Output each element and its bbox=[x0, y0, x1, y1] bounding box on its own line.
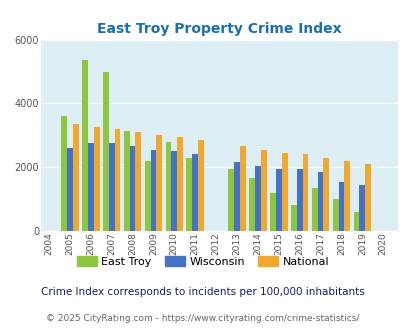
Bar bbox=[72, 124, 79, 231]
Bar bbox=[114, 129, 120, 231]
Bar bbox=[102, 72, 109, 231]
Bar bbox=[109, 143, 114, 231]
Bar bbox=[260, 150, 266, 231]
Bar bbox=[302, 154, 308, 231]
Title: East Troy Property Crime Index: East Troy Property Crime Index bbox=[97, 22, 341, 36]
Text: Crime Index corresponds to incidents per 100,000 inhabitants: Crime Index corresponds to incidents per… bbox=[41, 287, 364, 297]
Legend: East Troy, Wisconsin, National: East Troy, Wisconsin, National bbox=[72, 251, 333, 271]
Bar bbox=[192, 154, 198, 231]
Bar bbox=[177, 137, 183, 231]
Bar bbox=[332, 199, 338, 231]
Bar bbox=[353, 212, 358, 231]
Bar bbox=[281, 153, 287, 231]
Bar bbox=[150, 150, 156, 231]
Bar bbox=[87, 143, 94, 231]
Bar bbox=[228, 169, 234, 231]
Bar bbox=[275, 169, 281, 231]
Bar bbox=[198, 140, 203, 231]
Bar bbox=[311, 188, 317, 231]
Bar bbox=[338, 182, 343, 231]
Bar bbox=[254, 166, 260, 231]
Bar bbox=[234, 162, 239, 231]
Bar bbox=[343, 161, 350, 231]
Bar bbox=[290, 206, 296, 231]
Bar bbox=[82, 60, 87, 231]
Bar bbox=[323, 158, 328, 231]
Bar bbox=[124, 130, 129, 231]
Bar bbox=[61, 116, 67, 231]
Bar bbox=[135, 132, 141, 231]
Bar bbox=[94, 127, 99, 231]
Bar bbox=[358, 185, 364, 231]
Bar bbox=[364, 164, 370, 231]
Bar bbox=[239, 147, 245, 231]
Bar bbox=[269, 193, 275, 231]
Text: © 2025 CityRating.com - https://www.cityrating.com/crime-statistics/: © 2025 CityRating.com - https://www.city… bbox=[46, 314, 359, 323]
Bar bbox=[144, 161, 150, 231]
Bar bbox=[249, 178, 254, 231]
Bar bbox=[171, 151, 177, 231]
Bar bbox=[186, 158, 192, 231]
Bar bbox=[129, 147, 135, 231]
Bar bbox=[165, 142, 171, 231]
Bar bbox=[296, 169, 302, 231]
Bar bbox=[317, 172, 323, 231]
Bar bbox=[67, 148, 72, 231]
Bar bbox=[156, 135, 162, 231]
